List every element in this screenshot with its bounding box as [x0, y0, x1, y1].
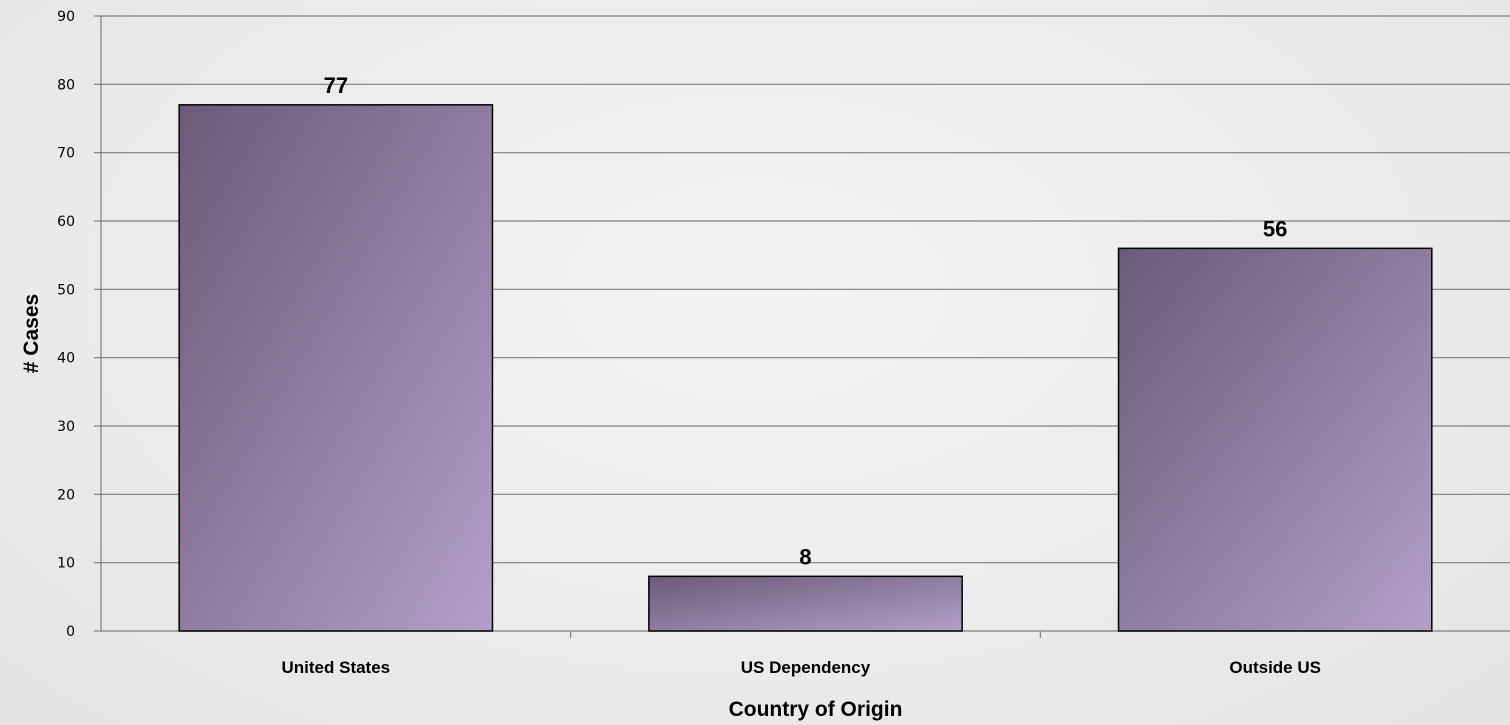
labels: 0 10 20 30 40 50 60 70 80 90 77 United States 8 US De…: [57, 9, 1321, 677]
bar-united-states: [178, 104, 494, 632]
y-tick-label: 0: [66, 624, 75, 640]
y-tick-label: 40: [57, 351, 75, 367]
y-axis-title: # Cases: [20, 294, 43, 373]
y-tick-label: 10: [57, 556, 75, 572]
bar-us-dependency: [648, 575, 963, 632]
x-tick-label: Outside US: [1229, 658, 1321, 677]
data-label: 77: [324, 73, 348, 98]
y-tick-label: 30: [57, 419, 75, 435]
x-tick-label: US Dependency: [741, 658, 871, 677]
x-axis-title: Country of Origin: [729, 698, 903, 721]
bar-outside-us: [1117, 247, 1433, 632]
y-tick-label: 50: [57, 282, 75, 298]
x-tick-label: United States: [282, 658, 391, 677]
y-tick-label: 60: [57, 214, 75, 230]
y-tick-label: 80: [57, 77, 75, 93]
data-label: 56: [1263, 216, 1287, 241]
y-tick-label: 90: [57, 9, 75, 25]
data-label: 8: [799, 544, 811, 569]
y-tick-label: 70: [57, 146, 75, 162]
bars: [178, 104, 1433, 632]
y-tick-label: 20: [57, 487, 75, 503]
